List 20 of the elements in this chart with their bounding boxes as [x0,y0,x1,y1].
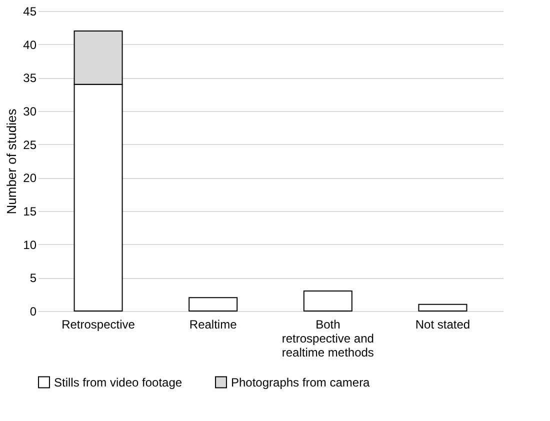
y-tick-label: 10 [23,238,37,252]
y-tick-label: 5 [30,271,37,286]
x-tick-label: Realtime [189,318,238,332]
y-tick-label: 20 [23,171,37,186]
y-axis-title: Number of studies [4,108,20,214]
y-tick-label: 40 [23,38,37,52]
y-tick-label: 35 [23,71,37,86]
x-tick-label: Not stated [415,318,470,332]
x-tick-label: Retrospective [62,318,136,332]
bar [303,290,352,312]
y-tick-label: 0 [30,304,37,318]
bar [188,297,238,312]
y-tick-label: 25 [23,138,37,152]
y-tick-label: 30 [23,104,37,118]
y-tick-label: 45 [23,4,37,18]
legend-label: Stills from video footage [54,375,182,390]
legend-label: Photographs from camera [231,375,370,390]
bar [418,304,468,312]
y-tick-label: 15 [23,204,37,218]
x-tick-label: Both retrospective and realtime methods [282,318,374,360]
